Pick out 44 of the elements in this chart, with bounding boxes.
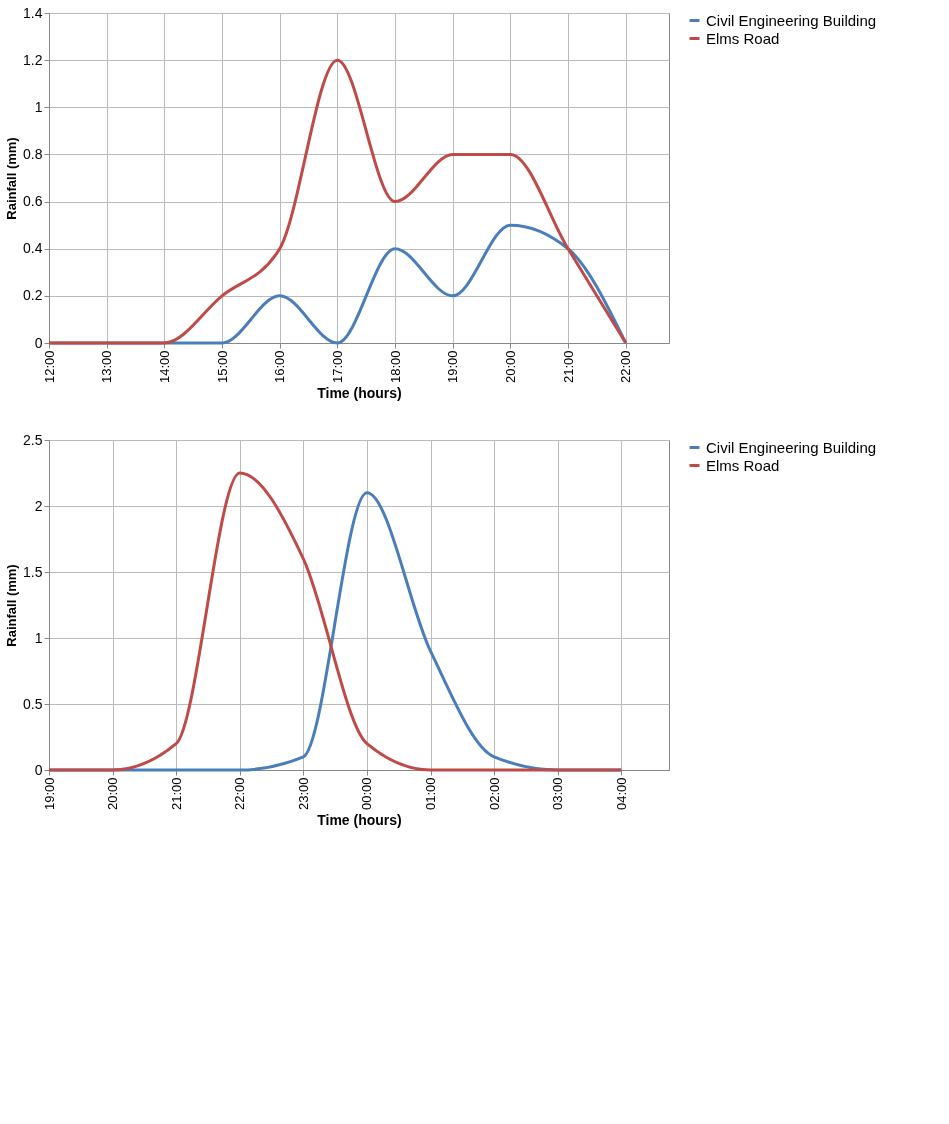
y-tick-label: 0.5: [23, 695, 43, 712]
x-tick-label: 18:00: [387, 350, 403, 384]
x-tick-label: 01:00: [423, 777, 439, 811]
y-tick-label: 0.2: [23, 287, 43, 304]
y-tick-label: 1: [34, 629, 43, 646]
y-tick-label: 0.8: [23, 145, 43, 162]
y-tick-label: 0.4: [23, 240, 43, 257]
x-tick-label: 16:00: [272, 350, 288, 384]
x-tick-label: 23:00: [295, 777, 311, 811]
x-tick-label: 22:00: [618, 350, 634, 384]
x-tick-label: 14:00: [156, 350, 172, 384]
legend-label: Civil Engineering Building: [706, 11, 877, 29]
legend-label: Elms Road: [706, 29, 780, 47]
y-tick-label: 1: [34, 98, 43, 115]
x-tick-label: 21:00: [168, 777, 184, 811]
y-tick-label: 0.6: [23, 193, 43, 210]
x-tick-label: 12:00: [41, 350, 57, 384]
legend-label: Civil Engineering Building: [706, 438, 877, 456]
x-tick-label: 15:00: [214, 350, 230, 384]
y-axis-title: Rainfall (mm): [4, 137, 20, 220]
y-tick-label: 1.4: [23, 4, 43, 21]
x-tick-label: 00:00: [359, 777, 375, 811]
y-tick-label: 2.5: [23, 431, 43, 448]
x-tick-label: 04:00: [613, 777, 629, 811]
x-tick-label: 20:00: [502, 350, 518, 384]
legend-label: Elms Road: [706, 456, 780, 474]
x-tick-label: 20:00: [105, 777, 121, 811]
line-series: [47, 58, 628, 345]
y-axis-title: Rainfall (mm): [4, 564, 20, 647]
x-tick-label: 02:00: [486, 777, 502, 811]
x-axis-title: Time (hours): [317, 812, 402, 829]
x-tick-label: 22:00: [232, 777, 248, 811]
y-tick-label: 1.5: [23, 563, 43, 580]
y-tick-label: 0: [34, 761, 43, 778]
y-tick-label: 0: [34, 334, 43, 351]
y-tick-label: 1.2: [23, 51, 43, 68]
x-tick-label: 19:00: [41, 777, 57, 811]
x-tick-label: 03:00: [550, 777, 566, 811]
x-tick-label: 19:00: [445, 350, 461, 384]
x-tick-label: 21:00: [560, 350, 576, 384]
x-tick-label: 13:00: [99, 350, 115, 384]
y-tick-label: 2: [34, 497, 43, 514]
x-axis-title: Time (hours): [317, 385, 402, 402]
x-tick-label: 17:00: [329, 350, 345, 384]
